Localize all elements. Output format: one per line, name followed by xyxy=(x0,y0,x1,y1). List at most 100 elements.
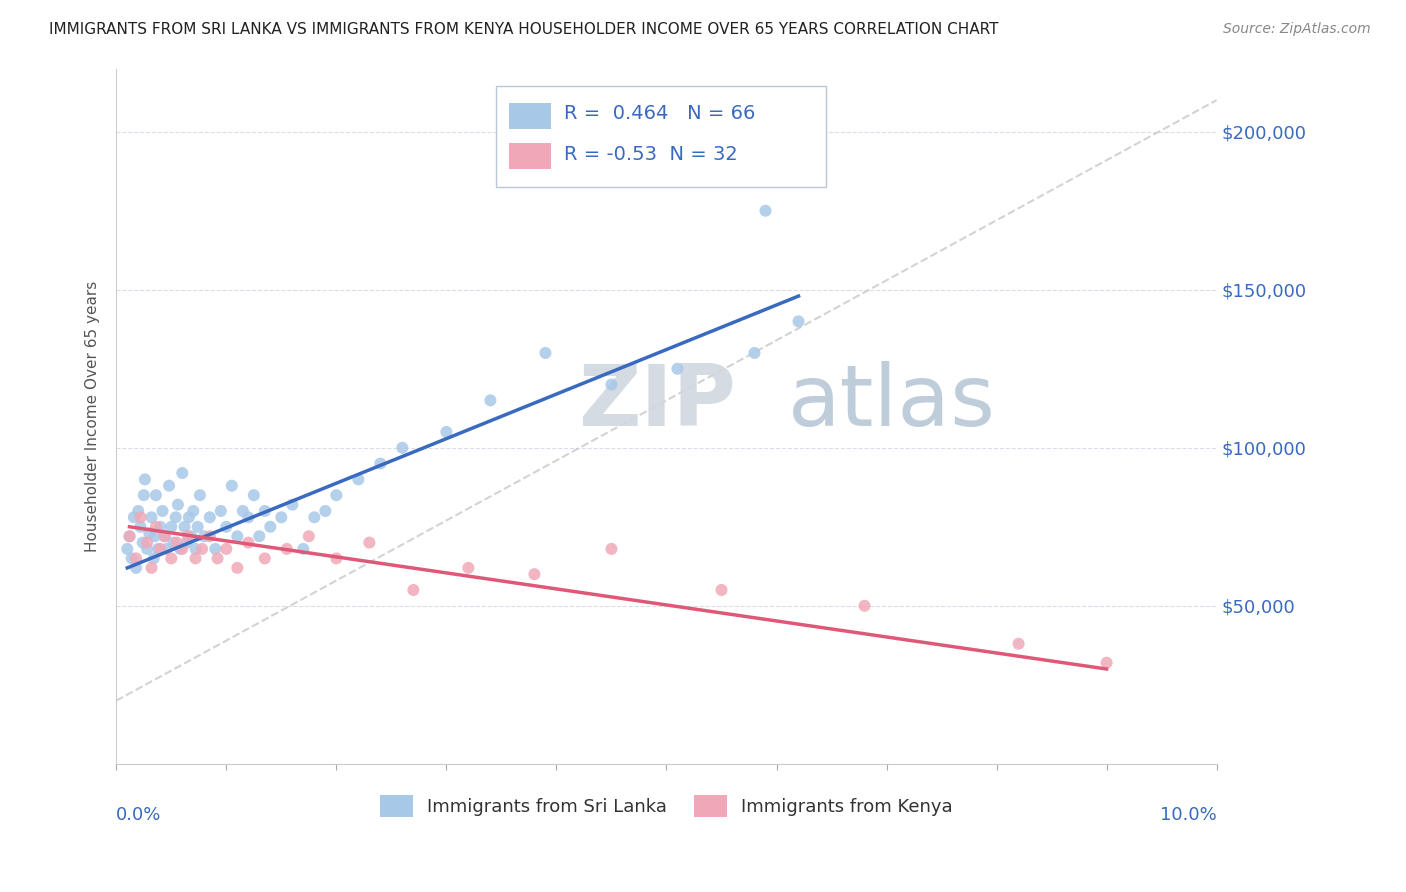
Point xyxy=(193,529,215,543)
Point xyxy=(191,541,214,556)
Point xyxy=(188,488,211,502)
Point xyxy=(292,541,315,556)
Point xyxy=(184,551,207,566)
Point xyxy=(204,541,226,556)
Point xyxy=(167,498,190,512)
Point xyxy=(238,510,260,524)
Point xyxy=(131,535,153,549)
Point xyxy=(118,529,141,543)
Point xyxy=(156,541,179,556)
Point xyxy=(125,551,148,566)
Point xyxy=(198,529,221,543)
Point xyxy=(129,520,152,534)
Point xyxy=(479,393,502,408)
Point xyxy=(180,529,202,543)
Point xyxy=(136,541,159,556)
Point xyxy=(281,498,304,512)
Point xyxy=(314,504,336,518)
Point xyxy=(253,551,276,566)
Point xyxy=(160,520,183,534)
Point xyxy=(118,529,141,543)
Point xyxy=(209,504,232,518)
FancyBboxPatch shape xyxy=(509,103,551,129)
Point xyxy=(600,541,623,556)
Text: ZIP: ZIP xyxy=(578,360,737,443)
Point xyxy=(129,510,152,524)
Point xyxy=(160,551,183,566)
Point xyxy=(226,529,249,543)
Point xyxy=(134,472,156,486)
Point xyxy=(162,535,184,549)
Point xyxy=(138,526,160,541)
Text: atlas: atlas xyxy=(787,360,995,443)
Text: 10.0%: 10.0% xyxy=(1160,805,1216,823)
Point xyxy=(152,504,174,518)
Text: R = -0.53  N = 32: R = -0.53 N = 32 xyxy=(564,145,738,163)
Point xyxy=(221,479,243,493)
Point xyxy=(177,510,200,524)
Point xyxy=(600,377,623,392)
Point xyxy=(226,561,249,575)
Point xyxy=(142,551,165,566)
Point xyxy=(146,541,169,556)
Point xyxy=(176,535,198,549)
Point xyxy=(238,535,260,549)
Point xyxy=(153,529,176,543)
Point xyxy=(243,488,266,502)
Point xyxy=(132,488,155,502)
Point xyxy=(215,520,238,534)
Point xyxy=(787,314,810,328)
Point xyxy=(117,541,139,556)
Point xyxy=(457,561,479,575)
Point xyxy=(157,479,180,493)
Point xyxy=(232,504,254,518)
Point xyxy=(143,529,166,543)
Point xyxy=(402,582,425,597)
Point xyxy=(325,488,347,502)
Point xyxy=(122,510,145,524)
Point xyxy=(298,529,321,543)
Point xyxy=(370,457,392,471)
FancyBboxPatch shape xyxy=(496,86,825,186)
Text: R =  0.464   N = 66: R = 0.464 N = 66 xyxy=(564,104,755,123)
Point xyxy=(325,551,347,566)
Point xyxy=(215,541,238,556)
Point xyxy=(523,567,546,582)
Text: IMMIGRANTS FROM SRI LANKA VS IMMIGRANTS FROM KENYA HOUSEHOLDER INCOME OVER 65 YE: IMMIGRANTS FROM SRI LANKA VS IMMIGRANTS … xyxy=(49,22,998,37)
Point xyxy=(198,510,221,524)
Text: 0.0%: 0.0% xyxy=(117,805,162,823)
Point xyxy=(187,520,209,534)
Point xyxy=(1007,637,1029,651)
Point xyxy=(184,541,207,556)
Point xyxy=(172,466,194,480)
Point xyxy=(744,346,766,360)
Point xyxy=(259,520,281,534)
Point xyxy=(391,441,413,455)
Point xyxy=(121,551,143,566)
Text: Source: ZipAtlas.com: Source: ZipAtlas.com xyxy=(1223,22,1371,37)
Point xyxy=(125,561,148,575)
Point xyxy=(169,541,191,556)
Point xyxy=(666,361,689,376)
Point xyxy=(172,541,194,556)
Point xyxy=(276,541,298,556)
Point xyxy=(145,520,167,534)
Point xyxy=(177,529,200,543)
Point xyxy=(127,504,149,518)
Point xyxy=(270,510,292,524)
Point xyxy=(149,520,172,534)
Point xyxy=(253,504,276,518)
Point xyxy=(754,203,776,218)
Point xyxy=(1095,656,1118,670)
Point xyxy=(359,535,381,549)
Point xyxy=(149,541,172,556)
Point xyxy=(181,504,204,518)
Point xyxy=(247,529,270,543)
Point xyxy=(534,346,557,360)
Point xyxy=(853,599,876,613)
Point xyxy=(136,535,159,549)
Point xyxy=(166,535,188,549)
Y-axis label: Householder Income Over 65 years: Householder Income Over 65 years xyxy=(86,281,100,552)
FancyBboxPatch shape xyxy=(509,143,551,169)
Point xyxy=(304,510,326,524)
